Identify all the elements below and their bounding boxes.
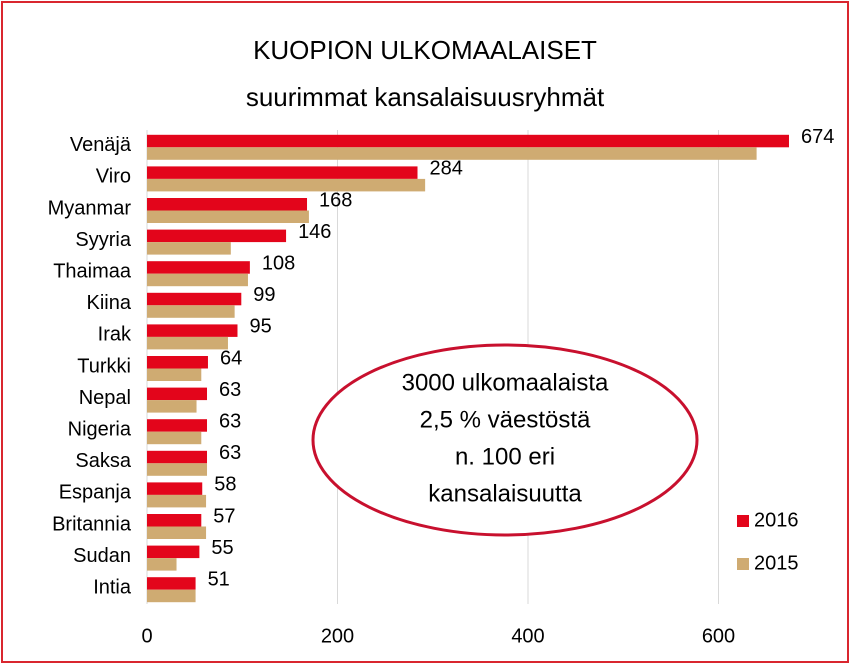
bar [147,242,231,255]
y-tick-label: Intia [93,576,132,598]
bar [147,558,177,571]
bar [147,463,208,476]
y-tick-label: Kiina [87,292,132,314]
y-tick-label: Saksa [75,450,131,472]
y-tick-label: Thaimaa [53,260,132,282]
x-tick-label: 400 [511,625,544,647]
chart-subtitle: suurimmat kansalaisuusryhmät [246,82,605,112]
bar [147,356,208,369]
bar [147,198,308,211]
legend-label: 2016 [754,509,799,531]
bar [147,178,426,192]
y-tick-label: Irak [98,324,132,346]
y-tick-label: Espanja [59,482,132,504]
bar [147,305,235,318]
bar [147,147,757,160]
bar [147,577,196,590]
legend-swatch [737,558,749,570]
y-tick-label: Sudan [73,545,131,567]
bar [147,387,208,401]
bar [147,494,207,508]
bar [147,229,287,243]
data-label: 95 [249,316,271,338]
bar [147,450,208,464]
data-label: 99 [253,284,275,306]
bar [147,273,248,287]
x-tick-label: 200 [321,625,354,647]
data-label: 51 [208,568,230,590]
x-tick-label: 600 [702,625,735,647]
data-label: 64 [220,347,242,369]
data-label: 63 [219,442,241,464]
legend-label: 2015 [754,552,799,574]
y-tick-label: Turkki [77,355,131,377]
y-tick-label: Venäjä [70,134,132,156]
bar [147,210,309,223]
data-label: 108 [262,252,295,274]
bar [147,482,203,495]
bar [147,589,196,603]
bar [147,324,238,337]
bar [147,419,208,432]
annotation-text: 3000 ulkomaalaista [402,369,609,396]
bar [147,526,207,539]
data-label: 58 [214,474,236,496]
annotation-text: n. 100 eri [455,443,555,470]
bar [147,400,197,413]
y-tick-label: Nepal [79,387,131,409]
annotation-ellipse [311,343,699,537]
chart-title: KUOPION ULKOMAALAISET [253,35,597,65]
y-tick-label: Britannia [52,513,132,535]
bar [147,431,202,445]
bar [147,514,202,527]
data-label: 168 [319,189,352,211]
bar [147,368,202,381]
bar [147,134,789,148]
data-label: 57 [213,505,235,527]
data-label: 63 [219,379,241,401]
bar [147,545,200,559]
bar [147,261,250,274]
y-tick-label: Nigeria [68,418,132,440]
x-tick-label: 0 [141,625,152,647]
y-tick-label: Myanmar [48,197,132,219]
annotation-text: kansalaisuutta [428,480,582,507]
bar [147,292,242,306]
data-label: 146 [298,221,331,243]
bar [147,166,418,179]
annotation-text: 2,5 % väestöstä [420,406,591,433]
data-label: 55 [211,537,233,559]
data-label: 284 [430,158,463,180]
y-tick-label: Viro [96,166,131,188]
y-tick-label: Syyria [75,229,131,251]
data-label: 63 [219,410,241,432]
bar [147,336,228,350]
legend-swatch [737,515,749,527]
data-label: 674 [801,126,834,148]
